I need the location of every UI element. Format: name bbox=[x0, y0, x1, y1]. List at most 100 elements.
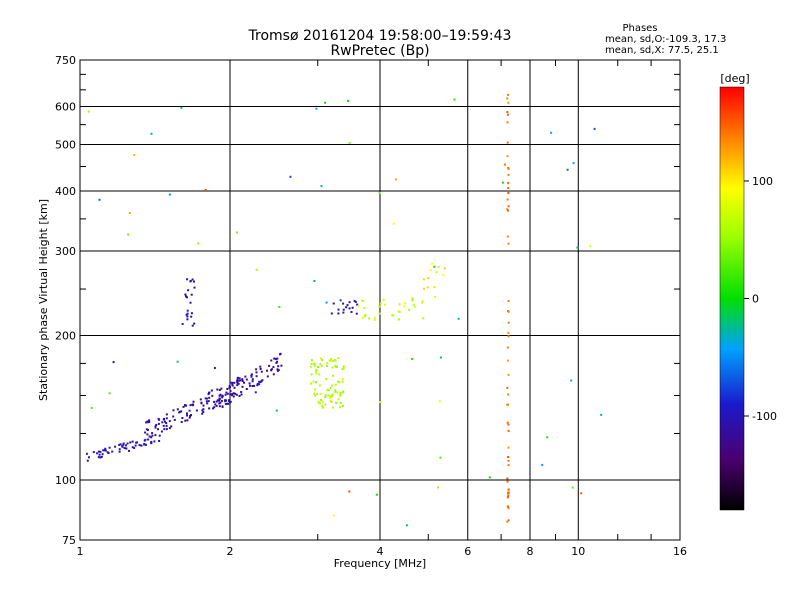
data-point bbox=[327, 394, 330, 397]
data-point bbox=[219, 393, 222, 396]
data-point bbox=[435, 271, 438, 274]
data-point bbox=[98, 453, 101, 456]
data-point bbox=[189, 301, 192, 304]
data-point bbox=[180, 106, 183, 109]
data-point bbox=[337, 357, 340, 360]
data-point bbox=[98, 198, 101, 201]
data-point bbox=[408, 308, 411, 311]
data-point bbox=[144, 438, 147, 441]
data-point bbox=[320, 357, 322, 360]
data-point bbox=[119, 443, 122, 446]
data-point bbox=[342, 367, 345, 370]
data-point bbox=[329, 399, 332, 402]
colorbar-ticks: 100 0 -100 bbox=[744, 175, 777, 423]
data-point bbox=[313, 392, 316, 395]
data-point bbox=[309, 365, 312, 368]
data-point bbox=[184, 419, 187, 422]
data-point bbox=[327, 389, 330, 392]
data-point bbox=[92, 451, 95, 454]
data-point bbox=[348, 301, 351, 304]
data-point bbox=[220, 399, 223, 402]
data-point bbox=[189, 404, 192, 407]
y-tick-label: 500 bbox=[55, 139, 76, 152]
data-point bbox=[329, 387, 332, 389]
data-point bbox=[173, 418, 176, 421]
data-point bbox=[442, 273, 445, 276]
data-point bbox=[218, 389, 221, 391]
data-point bbox=[260, 370, 263, 373]
data-point bbox=[439, 356, 442, 359]
data-point bbox=[350, 311, 353, 313]
x-tick-label: 1 bbox=[77, 545, 84, 558]
data-point bbox=[507, 242, 510, 245]
data-point bbox=[443, 267, 446, 270]
data-point bbox=[439, 456, 442, 459]
data-point bbox=[193, 286, 196, 289]
data-point bbox=[339, 406, 341, 409]
data-point bbox=[218, 399, 221, 402]
data-point bbox=[259, 368, 262, 370]
data-point bbox=[231, 381, 234, 384]
data-point bbox=[378, 191, 381, 194]
data-point bbox=[151, 432, 154, 435]
data-point bbox=[318, 384, 321, 387]
data-point bbox=[276, 360, 279, 363]
data-point bbox=[147, 428, 149, 431]
data-point bbox=[507, 373, 510, 376]
data-point bbox=[188, 409, 191, 412]
data-point bbox=[315, 368, 318, 371]
data-point bbox=[354, 300, 357, 303]
data-point bbox=[506, 496, 509, 499]
data-point bbox=[226, 392, 229, 395]
data-point bbox=[321, 359, 324, 361]
data-point bbox=[148, 435, 151, 438]
data-point bbox=[184, 293, 187, 296]
data-point bbox=[507, 192, 510, 194]
data-point bbox=[168, 193, 171, 196]
data-point bbox=[266, 369, 268, 372]
data-point bbox=[147, 438, 150, 441]
data-point bbox=[86, 459, 89, 462]
data-point bbox=[427, 277, 430, 280]
data-point bbox=[507, 488, 510, 491]
data-point bbox=[593, 127, 596, 130]
data-point bbox=[253, 384, 256, 387]
data-point bbox=[236, 378, 239, 381]
data-point bbox=[114, 445, 117, 448]
plot-grid bbox=[80, 60, 680, 540]
data-point bbox=[164, 420, 166, 423]
y-tick-label: 200 bbox=[55, 330, 76, 343]
data-point bbox=[236, 381, 239, 384]
data-point bbox=[507, 101, 510, 104]
data-point bbox=[121, 445, 124, 448]
data-point bbox=[378, 312, 381, 315]
data-point bbox=[186, 419, 189, 422]
data-point bbox=[411, 297, 414, 300]
data-point bbox=[254, 391, 257, 394]
data-point bbox=[158, 434, 161, 437]
data-point bbox=[506, 346, 509, 349]
data-point bbox=[356, 303, 359, 306]
data-point bbox=[319, 402, 321, 405]
data-point bbox=[506, 386, 509, 389]
chart-subtitle: RwPretec (Bp) bbox=[330, 43, 429, 59]
colorbar-tick-label: -100 bbox=[752, 410, 777, 423]
data-point bbox=[566, 168, 569, 171]
data-point bbox=[190, 293, 193, 296]
data-point bbox=[202, 404, 205, 407]
data-point bbox=[384, 303, 386, 306]
data-point bbox=[195, 409, 198, 412]
data-point bbox=[507, 187, 510, 189]
data-point bbox=[161, 421, 164, 424]
data-point bbox=[506, 480, 509, 483]
data-point bbox=[314, 370, 317, 373]
plot-frame bbox=[79, 59, 681, 541]
data-point bbox=[334, 389, 337, 392]
x-tick-label: 16 bbox=[673, 545, 687, 558]
data-point bbox=[103, 449, 106, 452]
data-point bbox=[224, 402, 227, 405]
data-point bbox=[506, 121, 509, 124]
data-point bbox=[248, 382, 251, 385]
data-point bbox=[151, 434, 154, 437]
